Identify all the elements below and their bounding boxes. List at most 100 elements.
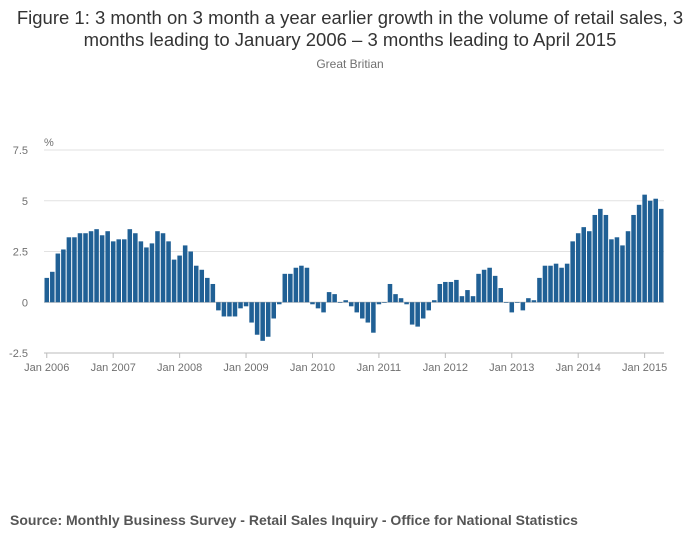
bar	[116, 239, 121, 303]
bar	[609, 239, 614, 303]
bar	[587, 231, 592, 303]
bar	[66, 237, 72, 303]
bar	[321, 302, 326, 313]
bar	[249, 302, 254, 323]
bar	[459, 296, 465, 303]
bar	[537, 277, 542, 303]
bar	[221, 302, 227, 317]
bar	[393, 294, 398, 303]
bar	[658, 208, 664, 303]
bar	[603, 214, 609, 303]
x-tick-label: Jan 2010	[290, 362, 335, 374]
bar	[564, 263, 570, 303]
bar	[426, 302, 431, 311]
bar	[620, 245, 625, 303]
bar	[193, 265, 199, 303]
bar	[642, 194, 647, 303]
y-unit-label: %	[44, 137, 54, 149]
bar	[570, 241, 575, 303]
bar	[382, 302, 387, 303]
bar	[144, 247, 149, 303]
bar	[243, 302, 249, 307]
bar	[542, 265, 548, 303]
bars	[44, 194, 664, 341]
bar	[625, 231, 631, 303]
bar	[526, 298, 531, 303]
bar	[575, 233, 581, 303]
bar	[88, 231, 94, 303]
bar	[553, 263, 559, 303]
x-tick-label: Jan 2012	[423, 362, 468, 374]
bar	[581, 227, 586, 303]
bar	[365, 302, 371, 323]
bar	[371, 302, 376, 333]
bar	[99, 235, 105, 303]
bar	[288, 273, 293, 303]
x-tick-label: Jan 2009	[223, 362, 268, 374]
bar	[94, 229, 99, 303]
bar	[299, 265, 304, 303]
bar	[498, 288, 503, 303]
x-tick-label: Jan 2006	[24, 362, 69, 374]
bar	[470, 296, 476, 303]
bar	[432, 300, 437, 303]
bar	[182, 245, 188, 303]
bar	[254, 302, 260, 335]
bar	[354, 302, 360, 313]
bar	[260, 302, 265, 341]
bar	[332, 294, 337, 303]
bar	[343, 300, 348, 303]
bar	[476, 273, 481, 303]
x-tick-label: Jan 2011	[357, 362, 401, 374]
bar	[647, 200, 653, 303]
bar	[315, 302, 321, 309]
bar	[415, 302, 420, 327]
bar	[492, 275, 498, 303]
bar	[337, 302, 343, 303]
bar	[72, 237, 77, 303]
bar	[282, 273, 288, 303]
bar	[160, 233, 166, 303]
bar	[122, 239, 127, 303]
bar	[310, 302, 315, 305]
x-tick-label: Jan 2013	[489, 362, 534, 374]
bar	[271, 302, 276, 319]
bar	[387, 283, 393, 303]
bar	[360, 302, 365, 319]
chart-title: Figure 1: 3 month on 3 month a year earl…	[16, 7, 684, 50]
bar	[265, 302, 271, 337]
bar	[592, 214, 598, 303]
bar	[404, 302, 409, 305]
y-tick-label: 5	[22, 196, 28, 208]
bar	[138, 241, 144, 303]
bar	[277, 302, 282, 305]
bar	[598, 208, 603, 303]
bar	[454, 279, 459, 303]
y-tick-label: 2.5	[13, 247, 28, 259]
bar	[293, 267, 299, 303]
bar	[515, 302, 520, 303]
bar	[205, 277, 210, 303]
bar	[487, 267, 492, 303]
bar	[448, 281, 454, 303]
bar	[559, 267, 564, 303]
bar	[503, 302, 509, 303]
bar	[443, 281, 448, 303]
bar	[61, 249, 66, 303]
bar	[149, 243, 155, 303]
bar	[55, 253, 61, 303]
y-tick-label: -2.5	[9, 348, 28, 360]
bar	[376, 302, 382, 305]
bar	[171, 259, 177, 303]
chart-subtitle: Great Britian	[316, 57, 384, 71]
axes: 7.5 5 2.5 0 -2.5 Jan 2006 Jan 2007 Jan 2008 Jan …	[9, 145, 667, 374]
bar	[348, 302, 354, 307]
x-tick-label: Jan 2015	[622, 362, 667, 374]
bar	[210, 283, 216, 303]
bar	[636, 204, 642, 303]
bar	[188, 251, 193, 303]
bar	[481, 269, 487, 303]
bar	[166, 241, 171, 303]
bar	[398, 298, 404, 303]
